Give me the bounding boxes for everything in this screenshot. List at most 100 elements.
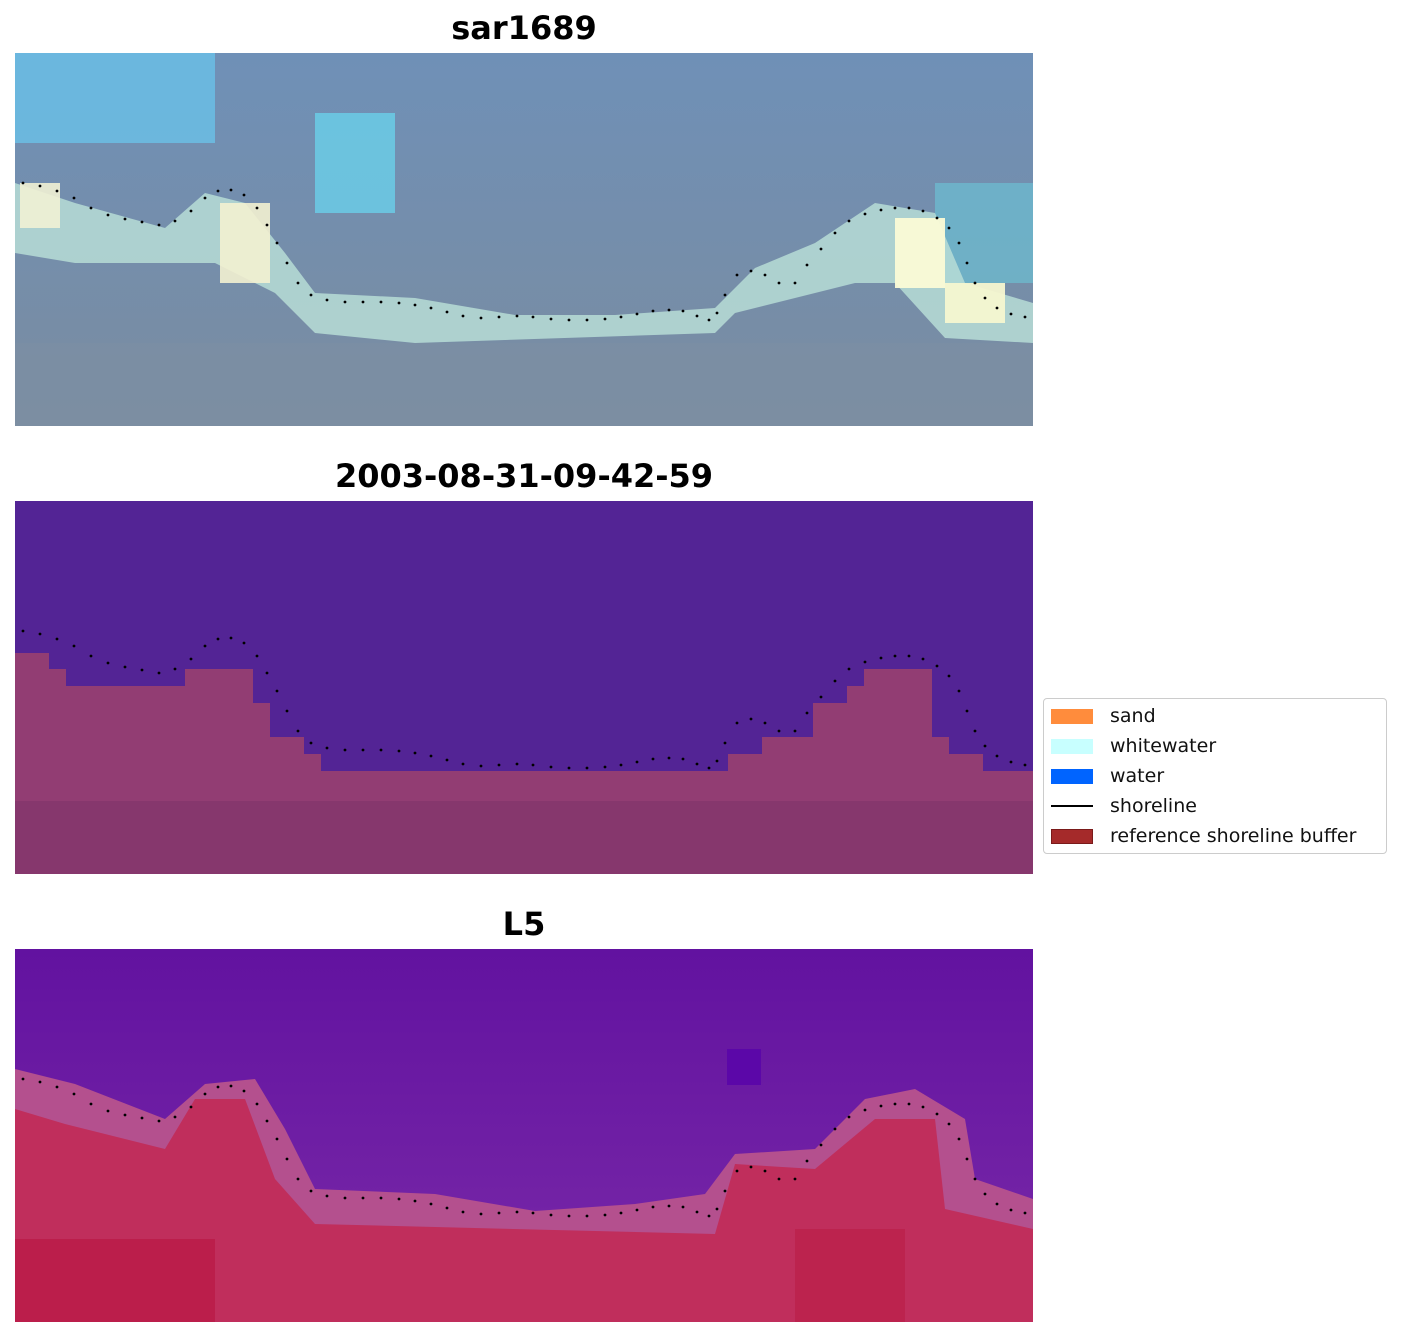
shoreline-dot: [1023, 315, 1027, 319]
shoreline-dot: [707, 1214, 711, 1218]
whitewater-band: [15, 183, 1033, 343]
shoreline-dot: [995, 1202, 999, 1206]
shoreline-dot: [749, 1165, 753, 1169]
shoreline-dots: [21, 181, 1027, 322]
shoreline-dot: [55, 189, 59, 193]
shoreline-dot: [203, 644, 207, 648]
shoreline-dot: [695, 1210, 699, 1214]
shoreline-dot: [445, 1206, 449, 1210]
buffer-swatch: [1051, 828, 1093, 844]
shoreline-dot: [777, 1177, 781, 1181]
shoreline-dot: [957, 1137, 961, 1141]
shoreline-dot: [921, 657, 925, 661]
shoreline-dot: [531, 763, 535, 767]
shoreline-dot: [255, 654, 259, 658]
shoreline-dot: [343, 1196, 347, 1200]
shoreline-dot: [255, 206, 259, 210]
shoreline-dot: [1009, 760, 1013, 764]
shoreline-dot: [863, 1108, 867, 1112]
index-image-panel: [15, 949, 1033, 1322]
shoreline-dot: [619, 1211, 623, 1215]
shoreline-dot: [397, 301, 401, 305]
shoreline-dot: [285, 261, 289, 265]
shoreline-dot: [21, 629, 25, 633]
legend-label: whitewater: [1110, 735, 1217, 757]
shoreline-dot: [635, 312, 639, 316]
shoreline-dot: [397, 1197, 401, 1201]
shoreline-dot: [847, 219, 851, 223]
shoreline-dot: [361, 300, 365, 304]
shoreline-dot: [296, 281, 300, 285]
shoreline-dot: [681, 1205, 685, 1209]
shoreline-dot: [735, 273, 739, 277]
legend-label: water: [1110, 765, 1165, 787]
shoreline-dot: [461, 1210, 465, 1214]
shoreline-dot: [667, 756, 671, 760]
shoreline-dot: [140, 220, 144, 224]
shoreline-dot: [72, 1092, 76, 1096]
legend-item-buffer: reference shoreline buffer: [1051, 825, 1356, 847]
shoreline-dot: [38, 1080, 42, 1084]
shoreline-dot: [515, 762, 519, 766]
shoreline-dot: [173, 1115, 177, 1119]
shoreline-dots: [21, 629, 1027, 770]
shoreline-dot: [735, 721, 739, 725]
shoreline-dot: [763, 1169, 767, 1173]
shoreline-dot: [229, 188, 233, 192]
shoreline-dot: [805, 1159, 809, 1163]
shoreline-dot: [309, 293, 313, 297]
shoreline-dot: [723, 741, 727, 745]
shoreline-dot: [879, 656, 883, 660]
shoreline-dot: [603, 317, 607, 321]
shoreline-dot: [140, 668, 144, 672]
shoreline-dot: [106, 1109, 110, 1113]
shoreline-dot: [879, 1104, 883, 1108]
shoreline-dot: [695, 762, 699, 766]
shoreline-dot: [123, 665, 127, 669]
shoreline-dot: [275, 241, 279, 245]
shoreline-dot: [515, 314, 519, 318]
shoreline-dot: [309, 1189, 313, 1193]
shoreline-dot: [567, 766, 571, 770]
shoreline-dot: [189, 657, 193, 661]
shoreline-dot: [285, 1157, 289, 1161]
legend-label: shoreline: [1110, 795, 1197, 817]
shoreline-dot: [89, 206, 93, 210]
shoreline-dot: [983, 296, 987, 300]
shoreline-dot: [735, 1169, 739, 1173]
shoreline-dot: [847, 1115, 851, 1119]
shoreline-dot: [445, 310, 449, 314]
shoreline-dot: [325, 746, 329, 750]
shoreline-dot: [445, 758, 449, 762]
shoreline-dot: [72, 644, 76, 648]
whitewater-swatch: [1051, 738, 1093, 754]
shoreline-dot: [157, 1119, 161, 1123]
shoreline-dot: [343, 748, 347, 752]
legend-item-shoreline: shoreline: [1051, 795, 1197, 817]
shoreline-dot: [715, 311, 719, 315]
shoreline-dot: [957, 689, 961, 693]
reference-buffer-area: [15, 653, 1033, 874]
shoreline-dot: [479, 1212, 483, 1216]
shoreline-dot: [531, 1211, 535, 1215]
shoreline-dot: [715, 759, 719, 763]
legend-item-whitewater: whitewater: [1051, 735, 1217, 757]
shoreline-dot: [777, 729, 781, 733]
shoreline-dot: [793, 281, 797, 285]
shoreline-dot: [275, 1137, 279, 1141]
shoreline-dot: [567, 1214, 571, 1218]
shoreline-dot: [275, 689, 279, 693]
shoreline-dot: [947, 226, 951, 230]
shoreline-dot: [479, 764, 483, 768]
shoreline-dot: [549, 1213, 553, 1217]
shoreline-dot: [819, 695, 823, 699]
shoreline-dot: [173, 667, 177, 671]
shoreline-dot: [157, 223, 161, 227]
legend-item-sand: sand: [1051, 705, 1156, 727]
shoreline-dot: [413, 751, 417, 755]
shoreline-dot: [140, 1116, 144, 1120]
shoreline-dot: [567, 318, 571, 322]
shoreline-dot: [965, 709, 969, 713]
shoreline-dot: [983, 1192, 987, 1196]
shoreline-dot: [429, 1202, 433, 1206]
